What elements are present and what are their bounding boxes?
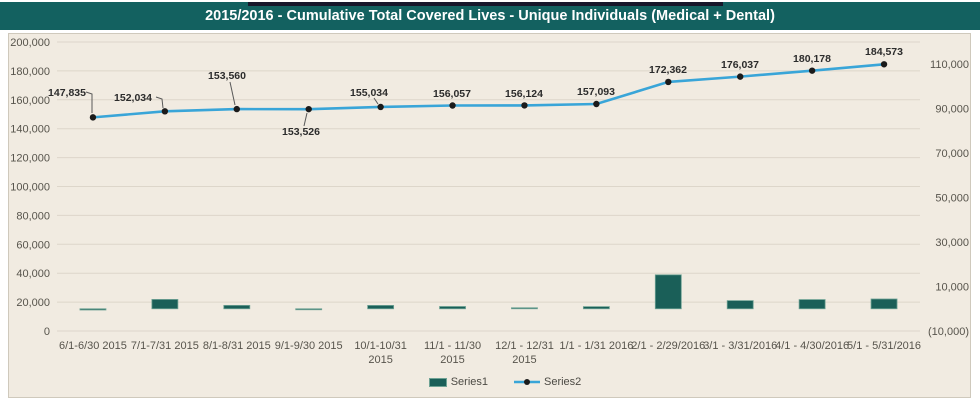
marker — [161, 108, 169, 115]
series2-line-swatch-icon — [514, 379, 540, 385]
category-label: 7/1-7/31 2015 — [131, 340, 199, 352]
bar — [439, 306, 466, 310]
left-axis-labels: 200,000 180,000 160,000 140,000 120,000 100,0… — [10, 37, 50, 338]
bars-series1 — [79, 274, 898, 311]
category-label: 8/1-8/31 2015 — [203, 340, 271, 352]
marker — [880, 61, 888, 68]
category-label: 2/1 - 2/29/2016 — [631, 340, 705, 352]
category-labels: 6/1-6/30 2015 7/1-7/31 2015 8/1-8/31 2015 9… — [59, 340, 921, 366]
chart-title: 2015/2016 - Cumulative Total Covered Liv… — [205, 8, 775, 24]
right-tick-label: 50,000 — [935, 193, 969, 205]
left-tick-label: 160,000 — [10, 95, 50, 107]
category-label: 4/1 - 4/30/2016 — [775, 340, 849, 352]
bar — [79, 308, 107, 311]
marker — [89, 114, 97, 121]
marker — [377, 103, 384, 111]
top-dark-border — [248, 2, 723, 6]
bar — [870, 298, 898, 310]
left-tick-label: 60,000 — [16, 239, 50, 251]
chart-title-bar: 2015/2016 - Cumulative Total Covered Liv… — [0, 2, 980, 30]
marker — [808, 67, 816, 74]
category-label: 2015 — [440, 354, 464, 366]
right-tick-label: (10,000) — [928, 326, 969, 338]
category-label: 6/1-6/30 2015 — [59, 340, 127, 352]
category-label: 2015 — [512, 354, 536, 366]
marker — [593, 100, 600, 108]
gridlines — [57, 41, 920, 332]
data-labels: 147,835 152,034 153,560 153,526 155,034 156,0… — [48, 46, 903, 138]
left-tick-label: 100,000 — [10, 182, 50, 194]
legend-item-series1: Series1 — [428, 376, 488, 388]
leader-lines — [85, 81, 379, 127]
data-label: 147,835 — [48, 87, 86, 99]
category-label: 3/1 - 3/31/2016 — [703, 340, 777, 352]
data-label: 156,057 — [433, 88, 471, 100]
marker — [665, 78, 672, 86]
category-label: 1/1 - 1/31 2016 — [559, 340, 633, 352]
category-label: 10/1-10/31 — [354, 340, 407, 352]
marker — [737, 73, 744, 80]
marker — [233, 105, 240, 113]
bar — [798, 299, 826, 310]
left-tick-label: 20,000 — [16, 297, 50, 309]
right-tick-label: 110,000 — [930, 59, 969, 71]
bar — [726, 300, 754, 310]
bar — [223, 304, 251, 310]
markers-series2 — [89, 61, 888, 121]
line-series2 — [92, 62, 885, 119]
marker — [521, 102, 528, 109]
right-axis-labels: 110,000 90,000 70,000 50,000 30,000 10,000 (10… — [928, 59, 969, 338]
data-label: 155,034 — [350, 87, 388, 99]
bar — [654, 274, 682, 310]
data-label: 176,037 — [721, 59, 759, 71]
category-label: 2015 — [368, 354, 392, 366]
marker — [305, 105, 312, 113]
right-tick-label: 90,000 — [935, 104, 969, 116]
data-label: 180,178 — [793, 53, 831, 65]
category-label: 11/1 - 11/30 — [424, 340, 481, 352]
data-label: 172,362 — [649, 64, 687, 76]
data-label: 153,560 — [208, 70, 246, 82]
right-tick-label: 70,000 — [935, 148, 969, 160]
marker — [449, 102, 456, 109]
right-tick-label: 10,000 — [935, 282, 969, 294]
bar — [295, 308, 323, 311]
legend-item-series2: Series2 — [514, 376, 581, 388]
category-label: 9/1-9/30 2015 — [275, 340, 343, 352]
bar — [151, 299, 179, 310]
series1-bar-swatch-icon — [428, 377, 447, 387]
legend-label-series1: Series1 — [450, 376, 488, 388]
left-tick-label: 120,000 — [10, 153, 50, 165]
chart-legend: Series1 Series2 — [0, 373, 980, 391]
bar — [511, 307, 538, 310]
left-tick-label: 140,000 — [10, 124, 50, 136]
category-label: 5/1 - 5/31/2016 — [847, 340, 921, 352]
category-label: 12/1 - 12/31 — [495, 340, 554, 352]
data-label: 156,124 — [505, 88, 543, 100]
bar — [582, 306, 610, 310]
data-label: 153,526 — [282, 126, 320, 138]
legend-label-series2: Series2 — [544, 376, 582, 388]
left-tick-label: 200,000 — [10, 37, 50, 49]
data-label: 157,093 — [577, 86, 615, 98]
data-label: 184,573 — [865, 46, 903, 58]
left-tick-label: 40,000 — [16, 268, 50, 280]
data-label: 152,034 — [114, 92, 152, 104]
bar — [367, 305, 395, 310]
left-tick-label: 0 — [44, 326, 50, 338]
left-tick-label: 180,000 — [10, 66, 50, 78]
right-tick-label: 30,000 — [935, 237, 969, 249]
left-tick-label: 80,000 — [16, 210, 50, 222]
